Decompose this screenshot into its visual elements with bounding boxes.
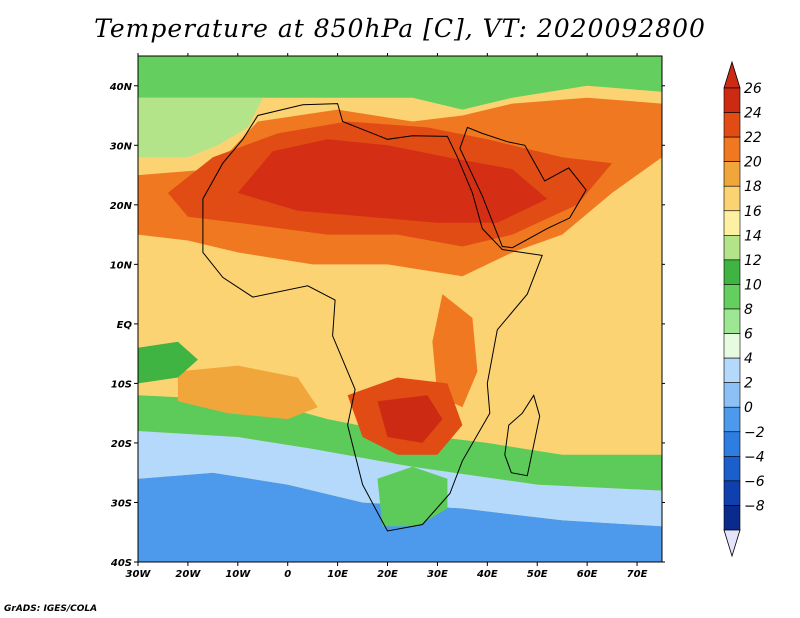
colorbar-swatch <box>723 357 741 383</box>
lat-tick-label: 10S <box>111 379 132 390</box>
colorbar-label: 2 <box>744 376 753 392</box>
colorbar-swatch <box>723 505 741 531</box>
colorbar-swatch <box>723 382 741 408</box>
colorbar-swatch <box>723 480 741 506</box>
lon-tick-label: 20W <box>175 569 201 580</box>
colorbar-label: 8 <box>744 302 753 318</box>
lon-tick-label: 20E <box>377 569 398 580</box>
colorbar-label: 18 <box>744 179 762 195</box>
colorbar-swatch <box>723 406 741 433</box>
colorbar-label: 26 <box>744 81 762 97</box>
coastline-arabia <box>459 126 587 249</box>
coastlines <box>202 103 587 532</box>
colorbar-swatch <box>723 259 741 285</box>
colorbar-label: −4 <box>744 449 765 465</box>
lat-tick-label: 30S <box>111 498 132 509</box>
temp-region-south-africa-cool <box>377 466 448 527</box>
lon-tick-label: 10E <box>327 569 348 580</box>
colorbar-swatch <box>723 333 741 359</box>
map-frame <box>137 55 663 563</box>
colorbar-label: 16 <box>744 204 762 220</box>
map-axes: 30W 20W 10W 0 10E 20E 30E 40E 50E 60E 70E 40N 30N 20N… <box>109 53 665 580</box>
lat-tick-label: 40S <box>110 558 132 569</box>
lat-tick-label: 20N <box>110 201 133 212</box>
colorbar-swatch <box>723 136 741 162</box>
colorbar-label: 6 <box>744 327 753 343</box>
temp-region-south-atlantic-warm <box>177 365 318 420</box>
lat-tick-label: 10N <box>110 260 133 271</box>
lon-tick-label: 30W <box>126 569 152 580</box>
colorbar-label: −8 <box>744 498 765 514</box>
colorbar-label: −2 <box>744 425 765 441</box>
colorbar-swatch <box>723 431 741 457</box>
temp-region-atlantic-green-patch <box>138 341 198 384</box>
lat-tick-label: 30N <box>110 141 133 152</box>
lon-tick-label: 10W <box>225 569 251 580</box>
lon-tick-label: 30E <box>427 569 448 580</box>
colorbar-label: −6 <box>744 474 765 490</box>
colorbar-swatch <box>723 308 741 334</box>
colorbar-label: 24 <box>744 106 762 122</box>
lon-tick-label: 60E <box>577 569 598 580</box>
lat-tick-label: 40N <box>109 82 133 93</box>
colorbar-label: 12 <box>744 253 762 269</box>
colorbar-under-arrow <box>723 529 741 558</box>
colorbar-swatch <box>723 185 741 212</box>
colorbar-swatch <box>723 284 741 310</box>
coastline-madagascar <box>504 394 541 477</box>
colorbar-swatch <box>723 235 741 261</box>
temperature-field <box>138 56 662 562</box>
colorbar-swatch <box>723 112 741 138</box>
colorbar-over-arrow <box>723 60 741 89</box>
colorbar-swatch <box>723 456 741 482</box>
coastline-africa <box>202 103 543 532</box>
temp-region-north-cool <box>138 56 662 110</box>
temp-region-sahara-core <box>237 139 548 223</box>
temp-region-east-africa-hot <box>432 294 478 408</box>
temp-region-southern-africa-core <box>377 395 443 443</box>
lat-tick-label: EQ <box>117 320 133 331</box>
temp-region-atlantic-north-cool <box>138 97 263 158</box>
lon-tick-label: 40E <box>476 569 498 580</box>
map-title: Temperature at 850hPa [C], VT: 202009280… <box>94 14 706 43</box>
colorbar-label: 14 <box>744 228 762 244</box>
colorbar-label: 20 <box>744 155 762 171</box>
colorbar-label: 10 <box>744 277 762 293</box>
lon-tick-label: 70E <box>627 569 648 580</box>
colorbar-label: 0 <box>744 400 753 416</box>
lon-tick-label: 50E <box>527 569 548 580</box>
colorbar-label: 22 <box>744 130 762 146</box>
credit-text: GrADS: IGES/COLA <box>4 604 98 614</box>
colorbar-swatch <box>723 210 741 236</box>
lat-tick-label: 20S <box>111 439 132 450</box>
colorbar-swatch <box>723 87 741 113</box>
lon-tick-label: 0 <box>284 569 291 580</box>
colorbar-swatch <box>723 161 741 187</box>
colorbar-label: 4 <box>744 351 753 367</box>
